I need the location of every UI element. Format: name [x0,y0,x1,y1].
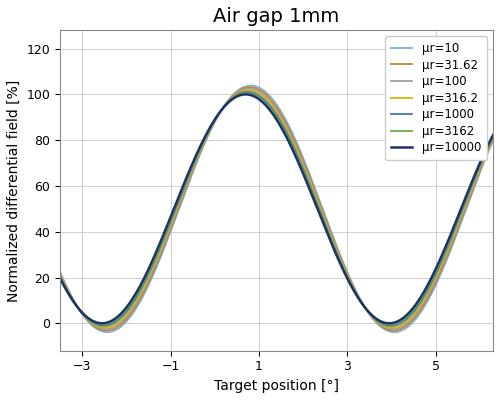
μr=10000 [490,133,496,138]
μr=31.62 [490,137,496,142]
μr=316.2 [490,135,496,140]
μr=1000 [102,323,107,328]
μr=10000 [356,296,362,300]
μr=10000 [242,92,248,97]
μr=10 [104,330,110,334]
μr=10000 [396,318,402,323]
μr=316.2 [245,88,251,93]
μr=10 [490,138,496,143]
Y-axis label: Normalized differential field [%]: Normalized differential field [%] [7,80,21,302]
μr=10 [396,329,402,334]
μr=3162 [232,94,238,99]
μr=10 [248,83,254,88]
Line: μr=316.2: μr=316.2 [60,90,493,327]
μr=316.2 [102,325,107,330]
μr=316.2 [396,324,402,328]
μr=10 [356,293,362,298]
μr=10000 [404,313,409,318]
μr=3162 [102,322,107,327]
μr=31.62 [232,91,238,96]
μr=100 [356,294,362,299]
μr=1000 [404,317,409,322]
μr=10 [232,90,238,95]
Line: μr=100: μr=100 [60,89,493,329]
μr=31.62 [102,328,107,333]
μr=10000 [102,321,107,326]
μr=3162 [244,91,250,96]
μr=31.62 [356,294,362,298]
μr=316.2 [57,273,63,278]
μr=10000 [232,95,238,100]
Line: μr=10000: μr=10000 [60,94,493,323]
μr=1000 [57,274,63,279]
μr=316.2 [102,325,107,330]
μr=31.62 [248,85,254,90]
μr=100 [404,321,409,326]
μr=3162 [490,134,496,138]
μr=1000 [396,322,402,326]
μr=1000 [232,94,238,98]
Legend: μr=10, μr=31.62, μr=100, μr=316.2, μr=1000, μr=3162, μr=10000: μr=10, μr=31.62, μr=100, μr=316.2, μr=10… [386,36,487,160]
μr=31.62 [404,323,409,328]
μr=100 [102,326,108,331]
μr=100 [232,92,238,96]
μr=3162 [356,295,362,300]
μr=10000 [99,321,105,326]
Line: μr=1000: μr=1000 [60,92,493,326]
Line: μr=31.62: μr=31.62 [60,87,493,330]
μr=10 [57,270,63,274]
μr=3162 [57,275,63,280]
μr=1000 [355,294,361,299]
μr=100 [490,136,496,141]
μr=3162 [404,315,409,320]
μr=31.62 [247,85,253,90]
μr=1000 [388,323,394,328]
μr=100 [57,272,63,277]
μr=10 [102,330,107,334]
μr=10000 [248,93,254,98]
μr=1000 [244,90,250,94]
μr=31.62 [396,327,402,332]
μr=3162 [396,320,402,325]
μr=10000 [57,276,63,281]
μr=100 [102,326,107,331]
μr=31.62 [104,328,110,333]
μr=100 [246,86,252,91]
X-axis label: Target position [°]: Target position [°] [214,379,339,393]
μr=100 [396,326,402,330]
μr=1000 [490,134,496,139]
μr=10 [404,326,409,330]
μr=316.2 [248,88,254,93]
μr=3162 [100,322,106,327]
μr=100 [248,87,254,92]
μr=316.2 [232,92,238,97]
μr=10 [248,83,254,88]
μr=3162 [248,92,254,96]
μr=1000 [248,90,254,95]
Line: μr=3162: μr=3162 [60,93,493,324]
μr=31.62 [57,271,63,276]
Line: μr=10: μr=10 [60,86,493,332]
Title: Air gap 1mm: Air gap 1mm [214,7,340,26]
μr=316.2 [404,319,409,324]
μr=316.2 [356,294,362,299]
